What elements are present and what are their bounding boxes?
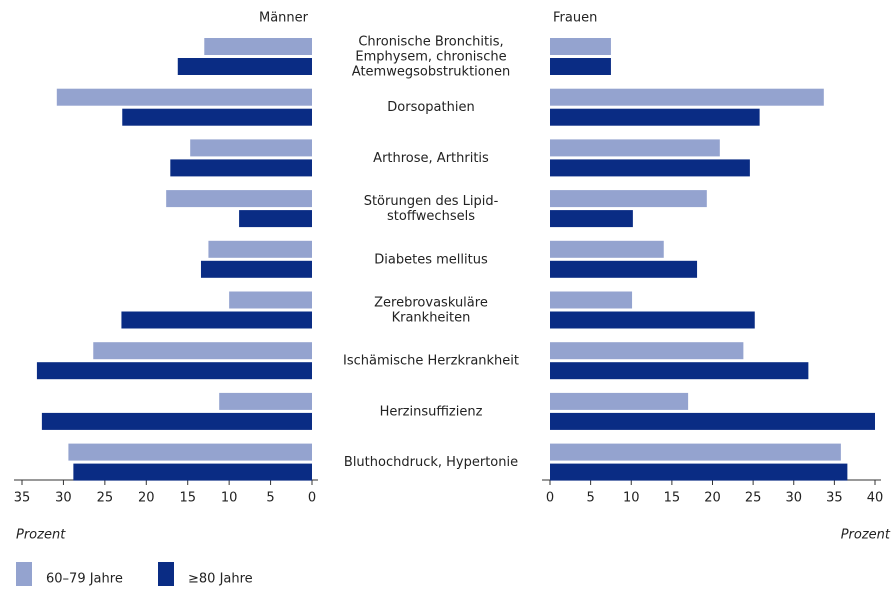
category-label: Bluthochdruck, Hypertonie <box>344 455 518 470</box>
x-tick-label: 0 <box>546 491 554 506</box>
bar <box>550 88 824 106</box>
bar <box>550 210 633 228</box>
bar <box>73 463 312 481</box>
bar <box>550 108 760 126</box>
x-tick-label: 35 <box>14 491 31 506</box>
category-label: Diabetes mellitus <box>374 252 488 267</box>
bar <box>550 311 755 329</box>
x-tick-label: 35 <box>826 491 843 506</box>
bar <box>36 362 313 380</box>
x-axis-label: Prozent <box>16 528 66 543</box>
bar <box>550 159 750 177</box>
bar <box>239 210 312 228</box>
chart-title: Männer <box>259 11 309 26</box>
legend-swatch <box>158 562 174 586</box>
bar <box>41 412 313 430</box>
bar <box>208 240 312 258</box>
bar <box>56 88 312 106</box>
category-label: Ischämische Herzkrankheit <box>343 353 519 368</box>
x-tick-label: 15 <box>664 491 681 506</box>
bar <box>229 291 312 309</box>
category-label: Arthrose, Arthritis <box>373 150 489 165</box>
legend-swatch <box>16 562 32 586</box>
bar <box>550 463 848 481</box>
bar <box>121 311 312 329</box>
x-tick-label: 30 <box>785 491 802 506</box>
category-label: Störungen des Lipid-stoffwechsels <box>364 194 499 224</box>
bar <box>122 108 312 126</box>
bar <box>177 58 312 75</box>
bar <box>68 443 313 461</box>
x-tick-label: 10 <box>221 491 238 506</box>
x-tick-label: 40 <box>867 491 884 506</box>
category-label: Chronische Bronchitis, Emphysem, chronisc… <box>352 34 510 79</box>
x-tick-label: 5 <box>266 491 274 506</box>
x-tick-label: 15 <box>179 491 196 506</box>
legend-label: ≥80 Jahre <box>188 572 253 587</box>
x-tick-label: 20 <box>704 491 721 506</box>
x-tick-label: 25 <box>745 491 762 506</box>
x-tick-label: 30 <box>55 491 72 506</box>
bar <box>190 139 312 157</box>
x-tick-label: 10 <box>623 491 640 506</box>
bar <box>93 342 312 360</box>
bar <box>550 38 611 55</box>
bar <box>550 190 707 208</box>
bar <box>550 58 611 75</box>
x-tick-label: 5 <box>586 491 594 506</box>
bar <box>550 362 809 380</box>
bar <box>200 260 312 278</box>
bar <box>166 190 312 208</box>
bar <box>550 139 720 157</box>
legend-label: 60–79 Jahre <box>46 572 123 587</box>
bar <box>550 412 875 430</box>
bar <box>204 38 312 55</box>
bar <box>550 342 744 360</box>
bar <box>550 443 841 461</box>
x-tick-label: 0 <box>308 491 316 506</box>
category-label: Herzinsuffizienz <box>380 404 483 419</box>
x-tick-label: 25 <box>97 491 114 506</box>
bar <box>550 392 689 410</box>
category-label: Zerebrovaskuläre Krankheiten <box>374 295 488 325</box>
bar <box>550 260 698 278</box>
bar <box>219 392 312 410</box>
x-axis-label: Prozent <box>841 528 891 543</box>
category-label: Dorsopathien <box>387 100 474 115</box>
bar <box>550 240 664 258</box>
bar <box>550 291 633 309</box>
x-tick-label: 20 <box>138 491 155 506</box>
chart-title: Frauen <box>553 11 597 26</box>
bar <box>170 159 312 177</box>
